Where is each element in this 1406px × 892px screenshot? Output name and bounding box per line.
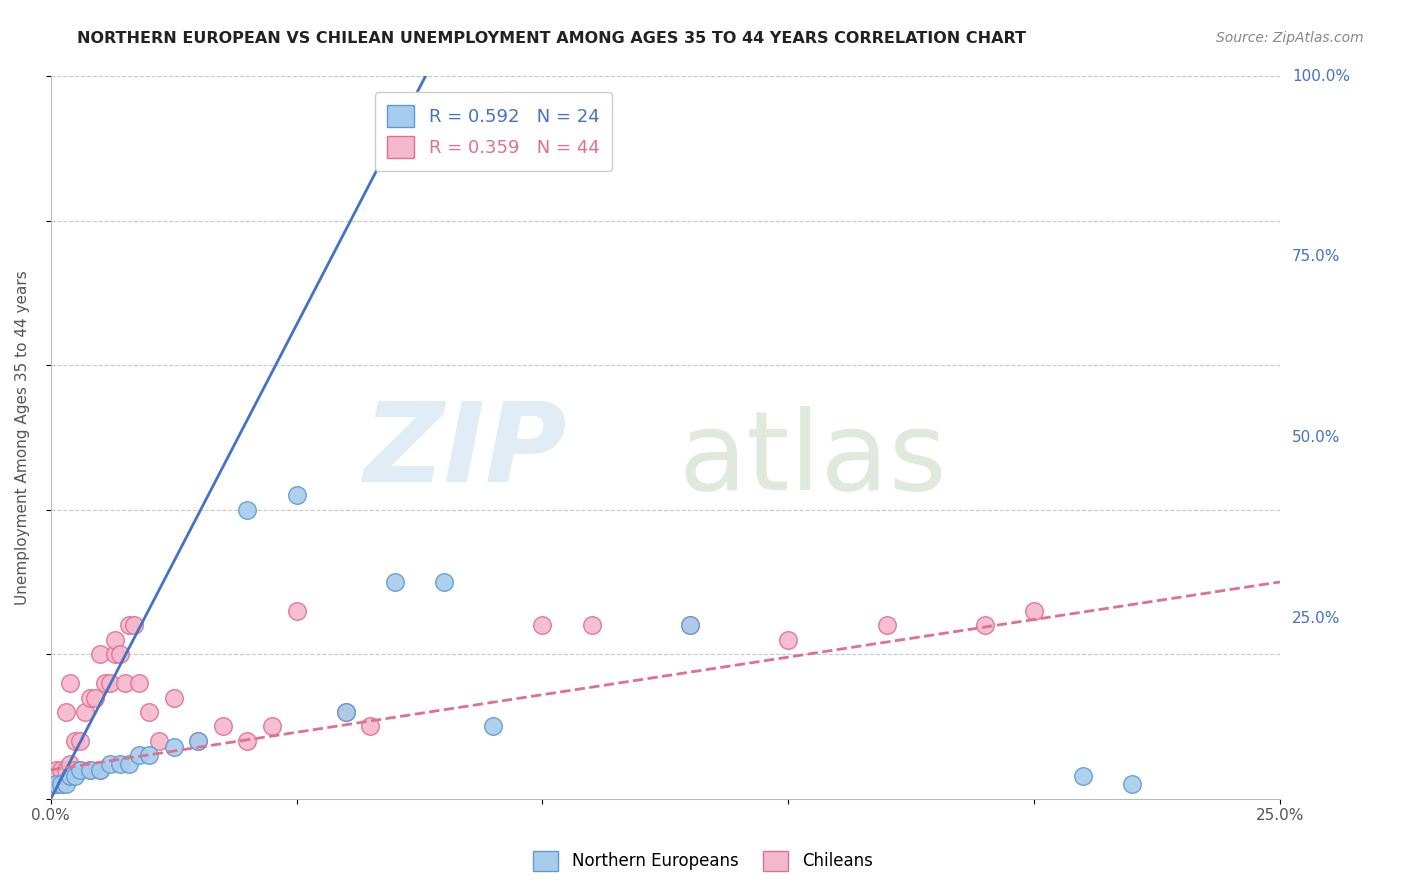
Text: 75.0%: 75.0%: [1292, 249, 1340, 264]
Text: 100.0%: 100.0%: [1292, 69, 1350, 84]
Point: [45, 777, 67, 791]
Y-axis label: Unemployment Among Ages 35 to 44 years: Unemployment Among Ages 35 to 44 years: [15, 270, 30, 605]
Legend: Northern Europeans, Chileans: Northern Europeans, Chileans: [524, 842, 882, 880]
Point: [69, 763, 91, 777]
Point: [59, 676, 82, 690]
Point: [104, 647, 127, 661]
Text: NORTHERN EUROPEAN VS CHILEAN UNEMPLOYMENT AMONG AGES 35 TO 44 YEARS CORRELATION : NORTHERN EUROPEAN VS CHILEAN UNEMPLOYMEN…: [77, 31, 1026, 46]
Point: [163, 690, 186, 705]
Point: [108, 647, 131, 661]
Text: atlas: atlas: [679, 406, 948, 513]
Point: [148, 734, 170, 748]
Point: [1022, 604, 1045, 618]
Point: [531, 618, 554, 632]
Point: [124, 618, 146, 632]
Point: [55, 763, 77, 777]
Point: [335, 705, 357, 719]
Point: [45, 777, 67, 791]
Point: [114, 676, 136, 690]
Point: [79, 763, 101, 777]
Point: [89, 647, 111, 661]
Point: [118, 618, 141, 632]
Point: [108, 757, 131, 772]
Point: [778, 632, 800, 647]
Point: [79, 763, 101, 777]
Point: [79, 690, 101, 705]
Text: 50.0%: 50.0%: [1292, 430, 1340, 445]
Point: [69, 734, 91, 748]
Point: [581, 618, 603, 632]
Point: [65, 734, 87, 748]
Point: [679, 618, 702, 632]
Point: [433, 574, 456, 589]
Point: [138, 705, 160, 719]
Point: [128, 748, 150, 763]
Point: [285, 604, 308, 618]
Point: [49, 777, 72, 791]
Point: [84, 690, 107, 705]
Point: [45, 763, 67, 777]
Point: [285, 488, 308, 502]
Point: [59, 757, 82, 772]
Point: [59, 769, 82, 783]
Point: [679, 618, 702, 632]
Point: [359, 719, 381, 733]
Point: [335, 705, 357, 719]
Point: [876, 618, 898, 632]
Point: [94, 676, 117, 690]
Point: [138, 748, 160, 763]
Point: [65, 769, 87, 783]
Text: ZIP: ZIP: [364, 399, 567, 506]
Legend: R = 0.592   N = 24, R = 0.359   N = 44: R = 0.592 N = 24, R = 0.359 N = 44: [374, 92, 612, 170]
Point: [236, 502, 259, 516]
Point: [262, 719, 284, 733]
Point: [187, 734, 209, 748]
Point: [89, 763, 111, 777]
Point: [212, 719, 235, 733]
Point: [1071, 769, 1094, 783]
Point: [187, 734, 209, 748]
Point: [55, 705, 77, 719]
Point: [49, 763, 72, 777]
Point: [974, 618, 997, 632]
Point: [65, 763, 87, 777]
Point: [69, 763, 91, 777]
Point: [384, 574, 406, 589]
Point: [236, 734, 259, 748]
Point: [128, 676, 150, 690]
Point: [89, 763, 111, 777]
Point: [75, 705, 97, 719]
Point: [482, 719, 505, 733]
Point: [98, 676, 121, 690]
Text: Source: ZipAtlas.com: Source: ZipAtlas.com: [1216, 31, 1364, 45]
Point: [104, 632, 127, 647]
Point: [49, 777, 72, 791]
Point: [98, 757, 121, 772]
Point: [55, 777, 77, 791]
Point: [118, 757, 141, 772]
Point: [163, 739, 186, 754]
Text: 25.0%: 25.0%: [1292, 610, 1340, 625]
Point: [1121, 777, 1143, 791]
